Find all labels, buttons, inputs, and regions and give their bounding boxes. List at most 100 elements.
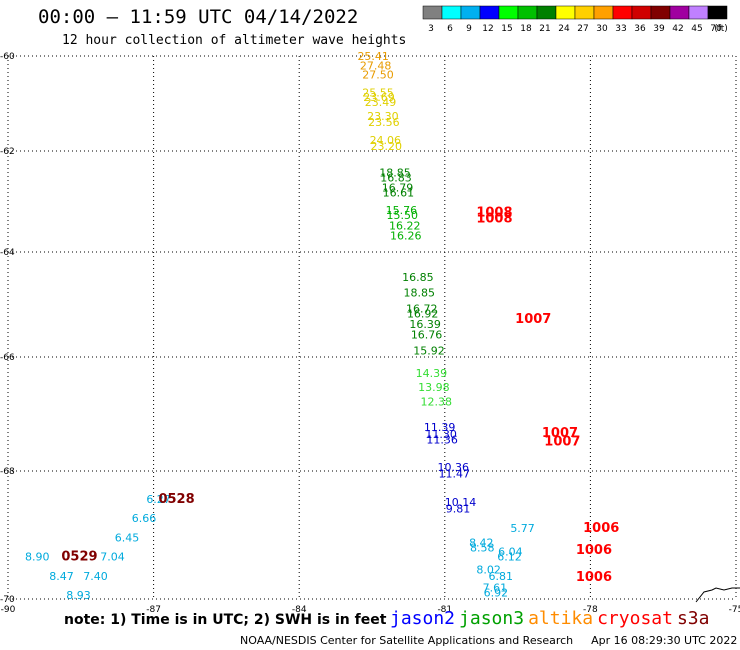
colorbar-swatch	[460, 5, 481, 20]
y-tick-label: -68	[0, 467, 15, 477]
wave-height-label: 9.81	[446, 503, 471, 516]
x-tick-label: -75	[729, 605, 740, 615]
wave-height-label: 12.38	[421, 395, 453, 408]
y-tick-label: -70	[0, 595, 15, 605]
colorbar-swatch	[555, 5, 576, 20]
wave-height-label: 13.98	[418, 381, 450, 394]
y-tick-label: -64	[0, 248, 15, 258]
wave-height-label: 10.36	[438, 461, 470, 474]
legend-item-s3a: s3a	[676, 608, 710, 629]
wave-height-label: 11.47	[438, 467, 470, 480]
satellite-legend: jason2 jason3 altika cryosat s3a	[390, 608, 713, 629]
colorbar-swatch	[517, 5, 538, 20]
colorbar-label: 27	[577, 24, 588, 34]
colorbar-swatch	[669, 5, 690, 20]
colorbar-swatch	[707, 5, 728, 20]
wave-height-label: 27.48	[360, 59, 392, 72]
colorbar-swatch	[536, 5, 557, 20]
chart-subtitle: 12 hour collection of altimeter wave hei…	[62, 33, 407, 48]
wave-height-label: 8.58	[470, 542, 495, 555]
wave-height-label: 11.36	[426, 434, 458, 447]
wave-height-label: 6.66	[132, 512, 157, 525]
pass-time-label: 1006	[583, 521, 619, 536]
pass-time-label: 1008	[476, 206, 512, 221]
colorbar-label: 24	[558, 24, 570, 34]
wave-height-label: 15.50	[387, 209, 419, 222]
wave-height-label: 8.90	[25, 551, 49, 564]
y-tick-label: -66	[0, 353, 15, 363]
colorbar-swatch	[479, 5, 500, 20]
wave-height-label: 16.79	[382, 181, 414, 194]
colorbar-label: 15	[501, 24, 512, 34]
axis-ticks: -60 -62 -64 -66 -68 -70-90 -87 -84 -81 -78 -75	[0, 52, 740, 615]
colorbar-label: 42	[672, 24, 683, 34]
x-tick-label: -78	[583, 605, 598, 615]
wave-height-label: 18.85	[379, 166, 411, 179]
legend-item-jason2: jason2	[390, 608, 456, 629]
wave-height-label: 7.04	[100, 551, 125, 564]
wave-height-label: 7.40	[83, 570, 108, 583]
wave-height-label: 8.42	[469, 537, 494, 550]
footer-credit: NOAA/NESDIS Center for Satellite Applica…	[240, 634, 574, 647]
footer-timestamp: Apr 16 08:29:30 UTC 2022	[591, 634, 738, 647]
wave-height-label: 6.92	[484, 586, 509, 599]
pass-time-label: 1007	[515, 312, 551, 327]
wave-height-label: 6.27	[146, 493, 171, 506]
colorbar-swatch	[498, 5, 519, 20]
colorbar-label: 6	[447, 24, 453, 34]
wave-height-label: 6.12	[497, 551, 522, 564]
pass-time-label: 1008	[476, 212, 512, 227]
colorbar-label: 12	[482, 24, 493, 34]
pass-time-label: 1007	[542, 426, 578, 441]
x-tick-label: -81	[437, 605, 452, 615]
wave-height-label: 27.50	[362, 68, 394, 81]
wave-height-label: 7.61	[483, 581, 508, 594]
wave-height-label: 11.39	[424, 421, 456, 434]
wave-height-label: 6.04	[498, 545, 522, 558]
wave-height-label: 16.26	[390, 229, 422, 242]
chart-note: note: 1) Time is in UTC; 2) SWH is in fe…	[64, 612, 387, 628]
pass-time-label: 1007	[544, 434, 580, 449]
wave-height-label: 23.30	[367, 110, 399, 123]
pass-time-label: 1006	[576, 570, 612, 585]
legend-item-cryosat: cryosat	[597, 608, 673, 629]
colorbar-label: 33	[615, 24, 626, 34]
wave-height-label: 11.30	[425, 428, 457, 441]
colorbar-swatch	[688, 5, 709, 20]
wave-height-label: 16.61	[383, 186, 415, 199]
colorbar-swatch	[650, 5, 671, 20]
colorbar-swatch	[441, 5, 462, 20]
colorbar-label: 45	[691, 24, 702, 34]
wave-height-label: 15.76	[386, 204, 418, 217]
colorbar: 3 6 9 12 15 18 21 24 27 30 33 36 39 42 45 70(ft)	[422, 5, 728, 34]
legend-item-jason3: jason3	[459, 608, 525, 629]
pass-time-label: 1006	[576, 543, 612, 558]
x-tick-label: -87	[146, 605, 161, 615]
colorbar-swatch	[422, 5, 443, 20]
wave-height-label: 23.69	[363, 91, 395, 104]
coastline	[695, 587, 740, 603]
pass-time-label: 0528	[158, 492, 194, 507]
x-tick-label: -84	[292, 605, 307, 615]
colorbar-unit: (ft)	[714, 24, 728, 34]
wave-height-label: 16.76	[411, 329, 443, 342]
colorbar-label: 30	[596, 24, 608, 34]
footer: NOAA/NESDIS Center for Satellite Applica…	[240, 634, 737, 647]
wave-height-label: 25.55	[362, 86, 394, 99]
x-tick-label: -90	[1, 605, 16, 615]
wave-height-label: 14.39	[416, 367, 448, 380]
wave-height-label: 18.85	[404, 287, 436, 300]
wave-height-label: 16.92	[407, 308, 439, 321]
colorbar-label: 9	[466, 24, 472, 34]
colorbar-label: 36	[634, 24, 646, 34]
colorbar-swatch	[593, 5, 614, 20]
pass-time-label: 0529	[61, 550, 97, 565]
chart-title: 00:00 – 11:59 UTC 04/14/2022	[38, 6, 359, 28]
wave-height-label: 8.02	[476, 563, 501, 576]
colorbar-swatch	[631, 5, 652, 20]
colorbar-swatch	[574, 5, 595, 20]
colorbar-label: 18	[520, 24, 532, 34]
wave-height-label: 25.41	[357, 50, 389, 63]
